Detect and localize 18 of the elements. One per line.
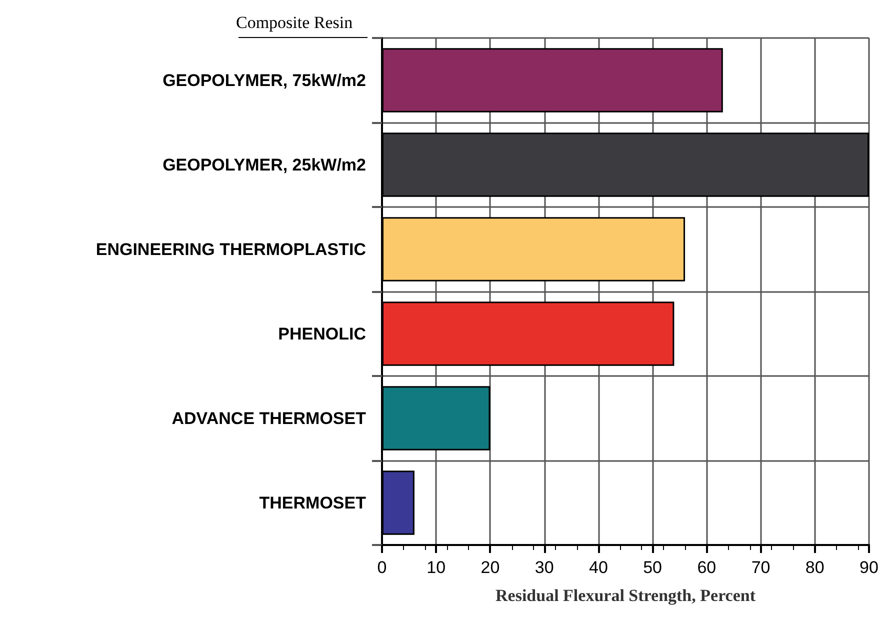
- y-tick-label: THERMOSET: [259, 493, 367, 512]
- x-axis-title: Residual Flexural Strength, Percent: [495, 586, 756, 605]
- x-tick-label: 10: [426, 558, 446, 577]
- y-tick-label: GEOPOLYMER, 25kW/m2: [162, 155, 366, 174]
- x-tick-label: 90: [860, 558, 878, 577]
- x-tick-label: 20: [480, 558, 500, 577]
- y-tick-label: ADVANCE THERMOSET: [172, 408, 367, 428]
- x-tick-label: 0: [377, 558, 387, 577]
- x-tick-label: 50: [643, 558, 662, 577]
- y-tick-label: GEOPOLYMER, 75kW/m2: [162, 70, 366, 90]
- y-axis-title: Composite Resin: [236, 13, 354, 32]
- x-tick-label: 40: [588, 558, 608, 577]
- y-tick-label: PHENOLIC: [278, 324, 366, 344]
- x-tick-label: 30: [534, 558, 554, 577]
- x-tick-label: 80: [805, 558, 824, 577]
- y-tick-label: ENGINEERING THERMOPLASTIC: [96, 240, 366, 259]
- x-tick-label: 70: [751, 558, 770, 577]
- x-tick-label: 60: [697, 558, 716, 577]
